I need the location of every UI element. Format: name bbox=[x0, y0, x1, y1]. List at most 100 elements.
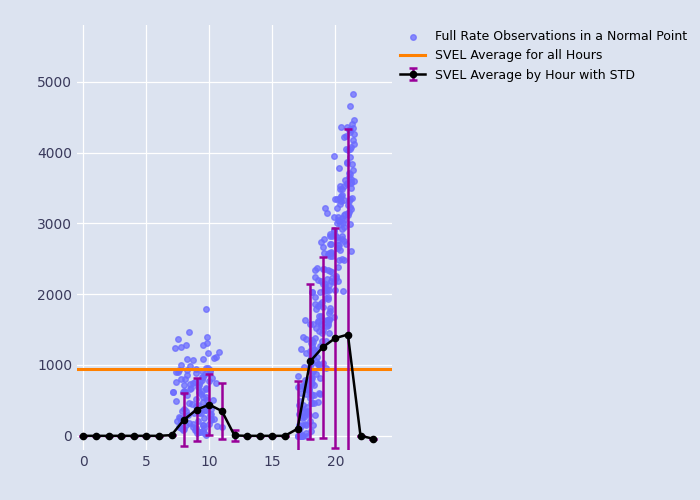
Point bbox=[345, 178, 356, 186]
Full Rate Observations in a Normal Point bbox=[200, 364, 211, 372]
Point bbox=[348, 116, 359, 124]
Full Rate Observations in a Normal Point bbox=[211, 422, 223, 430]
Point bbox=[297, 421, 308, 429]
Point bbox=[295, 382, 306, 390]
Full Rate Observations in a Normal Point bbox=[191, 429, 202, 437]
Full Rate Observations in a Normal Point bbox=[197, 428, 209, 436]
Point bbox=[318, 249, 330, 257]
Point bbox=[305, 399, 316, 407]
Point bbox=[332, 213, 344, 221]
Point bbox=[335, 194, 346, 202]
Point bbox=[295, 389, 307, 397]
Full Rate Observations in a Normal Point bbox=[176, 424, 187, 432]
Full Rate Observations in a Normal Point bbox=[180, 412, 191, 420]
Point bbox=[340, 176, 351, 184]
Point bbox=[316, 238, 327, 246]
Point bbox=[305, 417, 316, 425]
Point bbox=[342, 180, 353, 188]
Point bbox=[316, 321, 327, 329]
Full Rate Observations in a Normal Point bbox=[176, 407, 188, 415]
Point bbox=[305, 374, 316, 382]
Point bbox=[308, 420, 319, 428]
Full Rate Observations in a Normal Point bbox=[179, 374, 190, 382]
SVEL Average for all Hours bbox=[79, 366, 88, 372]
Full Rate Observations in a Normal Point bbox=[197, 422, 209, 430]
Point bbox=[335, 197, 346, 205]
Point bbox=[323, 294, 334, 302]
Point bbox=[339, 211, 350, 219]
Point bbox=[345, 205, 356, 213]
Point bbox=[312, 360, 323, 368]
Point bbox=[321, 316, 332, 324]
Full Rate Observations in a Normal Point bbox=[195, 406, 206, 413]
Point bbox=[298, 362, 309, 370]
Point bbox=[323, 249, 335, 257]
Point bbox=[329, 152, 340, 160]
Full Rate Observations in a Normal Point bbox=[171, 378, 182, 386]
Full Rate Observations in a Normal Point bbox=[204, 410, 216, 418]
Point bbox=[334, 182, 345, 190]
Point bbox=[330, 274, 342, 281]
Full Rate Observations in a Normal Point bbox=[172, 336, 183, 344]
Full Rate Observations in a Normal Point bbox=[195, 409, 206, 417]
Full Rate Observations in a Normal Point bbox=[192, 383, 203, 391]
Point bbox=[312, 398, 323, 406]
Point bbox=[329, 286, 340, 294]
Full Rate Observations in a Normal Point bbox=[191, 424, 202, 432]
Point bbox=[316, 277, 327, 285]
Full Rate Observations in a Normal Point bbox=[185, 362, 196, 370]
Point bbox=[326, 252, 337, 260]
Point bbox=[306, 359, 317, 367]
Point bbox=[344, 154, 356, 162]
Point bbox=[309, 300, 321, 308]
Point bbox=[309, 334, 321, 342]
Point bbox=[309, 398, 320, 406]
Point bbox=[305, 378, 316, 386]
Point bbox=[342, 146, 354, 154]
Full Rate Observations in a Normal Point bbox=[206, 374, 217, 382]
Full Rate Observations in a Normal Point bbox=[173, 368, 184, 376]
Full Rate Observations in a Normal Point bbox=[208, 396, 219, 404]
Point bbox=[307, 340, 318, 348]
Point bbox=[340, 132, 351, 140]
Point bbox=[314, 327, 325, 335]
Point bbox=[318, 266, 329, 274]
Point bbox=[346, 178, 357, 186]
Point bbox=[312, 302, 323, 310]
Full Rate Observations in a Normal Point bbox=[175, 419, 186, 427]
Point bbox=[320, 364, 331, 372]
Point bbox=[341, 158, 352, 166]
Full Rate Observations in a Normal Point bbox=[200, 430, 211, 438]
Point bbox=[309, 411, 321, 419]
Point bbox=[333, 218, 344, 226]
Full Rate Observations in a Normal Point bbox=[170, 368, 181, 376]
Point bbox=[345, 184, 356, 192]
Point bbox=[312, 276, 323, 284]
Point bbox=[312, 318, 323, 326]
Point bbox=[294, 424, 305, 432]
Point bbox=[306, 390, 317, 398]
Point bbox=[322, 293, 333, 301]
Point bbox=[316, 342, 328, 350]
Full Rate Observations in a Normal Point bbox=[205, 404, 216, 412]
Full Rate Observations in a Normal Point bbox=[190, 365, 202, 373]
Full Rate Observations in a Normal Point bbox=[181, 420, 192, 428]
Full Rate Observations in a Normal Point bbox=[203, 420, 214, 428]
Full Rate Observations in a Normal Point bbox=[170, 397, 181, 405]
Full Rate Observations in a Normal Point bbox=[195, 378, 206, 386]
Full Rate Observations in a Normal Point bbox=[174, 366, 185, 374]
Point bbox=[314, 390, 326, 398]
Point bbox=[302, 432, 313, 440]
Point bbox=[295, 432, 307, 440]
Point bbox=[330, 272, 342, 280]
Point bbox=[302, 408, 313, 416]
Point bbox=[309, 266, 321, 274]
Point bbox=[339, 196, 350, 204]
Point bbox=[300, 429, 312, 437]
Point bbox=[344, 202, 355, 210]
Point bbox=[332, 219, 343, 227]
Point bbox=[325, 240, 336, 248]
Point bbox=[341, 146, 352, 154]
Full Rate Observations in a Normal Point bbox=[206, 414, 217, 422]
Point bbox=[323, 319, 334, 327]
